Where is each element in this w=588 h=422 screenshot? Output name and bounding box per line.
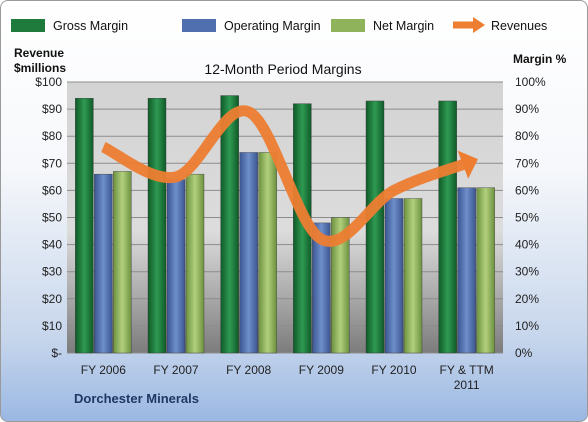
company-name: Dorchester Minerals: [74, 391, 199, 406]
right-tick-label: 60%: [515, 183, 539, 197]
right-tick-label: 80%: [515, 129, 539, 143]
right-tick-label: 10%: [515, 319, 539, 333]
left-tick-label: $100: [35, 75, 62, 89]
bar-operating-margin-fy-2009: [312, 222, 331, 354]
left-tick-label: $-: [51, 346, 62, 360]
bar-operating-margin-fy-2008: [239, 152, 258, 354]
legend-swatch-operating-margin: [182, 19, 216, 32]
bar-net-margin-fy-2009: [331, 217, 350, 354]
legend-label-gross-margin: Gross Margin: [53, 19, 128, 33]
revenue-line: [100, 105, 469, 247]
left-tick-label: $90: [42, 102, 62, 116]
bar-series: [75, 95, 495, 354]
bar-net-margin-fy-2008: [258, 152, 277, 354]
bar-gross-margin-fy-2008: [220, 95, 239, 354]
bar-operating-margin-fy-ttm-2011: [457, 187, 476, 354]
left-axis-title-line2: $millions: [14, 61, 66, 75]
category-label: FY 2010: [371, 363, 416, 377]
revenue-line-layer: [100, 105, 478, 247]
chart-title: 12-Month Period Margins: [204, 61, 361, 77]
bar-gross-margin-fy-2006: [75, 98, 94, 354]
axis-ticks: $- 0% $10 10% $20 20% $30 30% $40 40% $50 50% $60 60%…: [35, 75, 546, 392]
legend: Gross Margin Operating Margin Net Margin…: [11, 17, 547, 33]
bar-net-margin-fy-2007: [185, 173, 205, 354]
legend-swatch-net-margin: [331, 19, 365, 32]
right-tick-label: 100%: [515, 75, 546, 89]
right-tick-label: 0%: [515, 346, 533, 360]
category-label: FY & TTM 2011: [440, 363, 494, 392]
left-tick-label: $70: [42, 156, 62, 170]
right-tick-label: 70%: [515, 156, 539, 170]
legend-label-net-margin: Net Margin: [373, 19, 434, 33]
left-axis-title-line1: Revenue: [14, 46, 64, 60]
left-tick-label: $60: [42, 183, 62, 197]
revenue-line-arrowhead: [457, 150, 478, 179]
category-label: FY 2006: [81, 363, 126, 377]
left-tick-label: $30: [42, 265, 62, 279]
left-tick-label: $40: [42, 238, 62, 252]
category-label: FY 2007: [153, 363, 198, 377]
bar-operating-margin-fy-2006: [94, 173, 113, 354]
bar-gross-margin-fy-2007: [147, 98, 167, 354]
left-tick-label: $10: [42, 319, 62, 333]
bar-operating-margin-fy-2007: [166, 179, 186, 354]
left-tick-label: $20: [42, 292, 62, 306]
bar-net-margin-fy-2006: [113, 171, 132, 354]
right-axis-title: Margin %: [513, 52, 567, 66]
bar-net-margin-fy-ttm-2011: [476, 187, 495, 354]
category-label: FY 2008: [226, 363, 271, 377]
left-tick-label: $50: [42, 211, 62, 225]
right-tick-label: 30%: [515, 265, 539, 279]
bar-operating-margin-fy-2010: [384, 198, 404, 354]
legend-label-revenues: Revenues: [491, 19, 547, 33]
legend-label-operating-margin: Operating Margin: [224, 19, 321, 33]
legend-swatch-revenues-arrow: [473, 17, 485, 33]
bar-gross-margin-fy-2010: [365, 100, 385, 354]
bar-gross-margin-fy-ttm-2011: [438, 100, 457, 354]
legend-swatch-gross-margin: [11, 19, 45, 32]
right-tick-label: 40%: [515, 238, 539, 252]
right-tick-label: 90%: [515, 102, 539, 116]
right-tick-label: 50%: [515, 211, 539, 225]
left-tick-label: $80: [42, 129, 62, 143]
right-tick-label: 20%: [515, 292, 539, 306]
bar-net-margin-fy-2010: [403, 198, 423, 354]
category-label: FY 2009: [299, 363, 344, 377]
